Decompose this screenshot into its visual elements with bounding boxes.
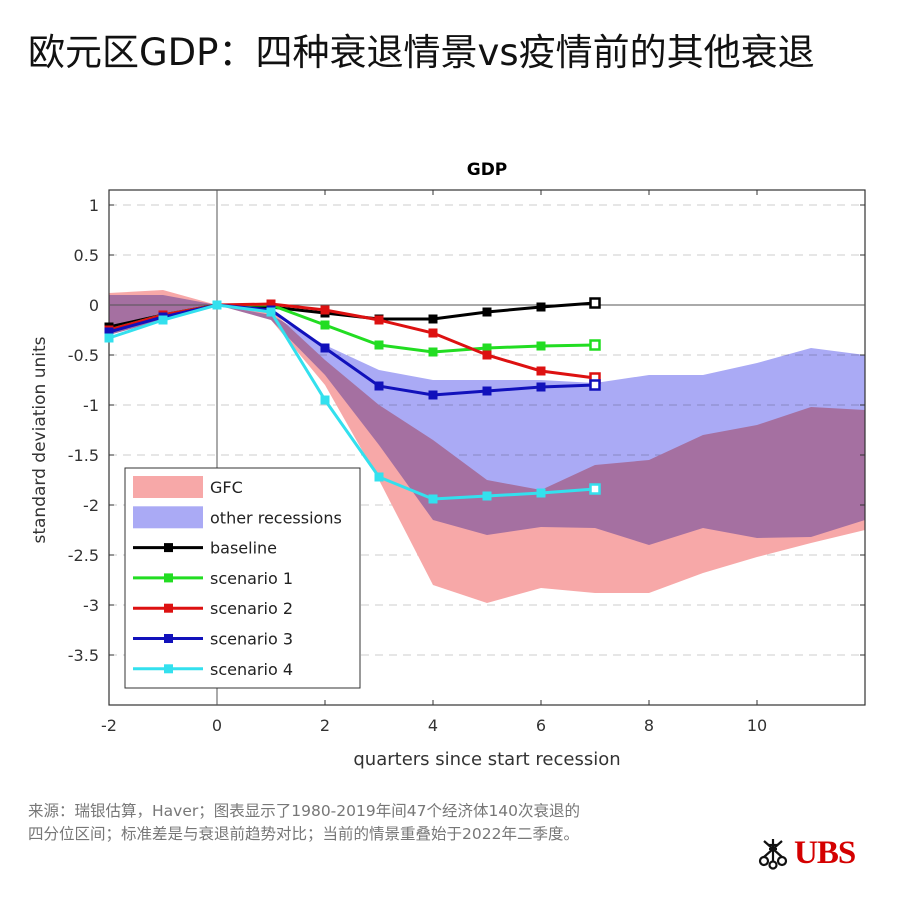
legend-label: scenario 3 [210,630,293,649]
ubs-wordmark: UBS [794,835,856,871]
data-point-scenario-1 [374,340,384,350]
data-point-scenario-4 [482,491,492,501]
y-tick-label: -1 [83,396,99,415]
data-point-scenario-2 [266,299,276,309]
series-line-scenario-4 [108,303,596,501]
data-point-scenario-3 [104,327,114,337]
data-point-scenario-1 [482,343,492,353]
legend-label: scenario 2 [210,599,293,618]
data-point-scenario-2 [320,305,330,315]
data-point-scenario-2 [428,328,438,338]
legend-marker [164,543,173,553]
data-point-scenario-4 [589,483,601,495]
legend-marker [164,634,173,643]
data-point-baseline [428,314,438,324]
y-tick-label: -2.5 [68,546,99,565]
legend-marker [164,573,173,583]
y-tick-label: -2 [83,496,99,515]
band-other-recessions [109,295,865,545]
legend-swatch [133,476,203,498]
x-tick-label: 4 [428,716,438,735]
y-tick-label: 1 [89,196,99,215]
legend-label: GFC [210,478,243,497]
data-point-scenario-2 [482,350,492,360]
legend-label: other recessions [210,508,342,527]
chart-title: GDP [467,160,508,180]
data-point-baseline [482,307,492,317]
data-point-scenario-4 [374,472,384,482]
data-point-scenario-4 [266,307,276,317]
data-point-scenario-1 [428,347,438,357]
y-axis-label: standard deviation units [30,336,50,543]
y-tick-label: 0.5 [74,246,99,265]
data-point-baseline [589,297,601,309]
data-point-scenario-3 [428,390,438,400]
data-point-scenario-3 [536,382,546,392]
ubs-logo: UBS [756,835,856,872]
data-point-scenario-1 [536,341,546,351]
data-point-scenario-3 [589,379,601,391]
legend-marker [164,603,173,613]
legend-label: scenario 4 [210,660,293,679]
plot-frame [108,189,866,706]
y-tick-label: -1.5 [68,446,99,465]
data-point-scenario-3 [374,381,384,391]
data-point-scenario-3 [320,343,330,353]
data-point-scenario-4 [536,488,546,498]
legend-marker [164,664,173,674]
y-tick-label: -3 [83,596,99,615]
x-tick-label: 8 [644,716,654,735]
y-tick-label: -3.5 [68,646,99,665]
data-point-scenario-4 [212,300,222,310]
data-point-scenario-4 [320,395,330,405]
y-tick-label: 0 [89,296,99,315]
data-point-scenario-4 [158,315,168,325]
data-point-scenario-1 [320,320,330,330]
x-tick-label: -2 [101,716,117,735]
x-tick-label: 6 [536,716,546,735]
keys-icon [758,838,788,870]
data-point-scenario-4 [428,494,438,504]
data-point-scenario-3 [482,386,492,396]
x-tick-label: 0 [212,716,222,735]
legend-swatch [133,506,203,529]
data-point-scenario-2 [536,366,546,376]
source-note: 来源：瑞银估算，Haver；图表显示了1980-2019年间47个经济体140次… [28,802,581,843]
y-tick-label: -0.5 [68,346,99,365]
x-tick-label: 10 [747,716,767,735]
x-axis-label: quarters since start recession [353,749,620,770]
legend-label: baseline [210,539,277,558]
data-point-scenario-4 [104,333,114,343]
x-tick-label: 2 [320,716,330,735]
gdp-chart: GDP 1 0.5 0 -0.5 -1 -1.5 -2 -2.5 -3 -3.5 -2 0 2 4 6 8 10… [30,160,866,770]
page-title: 欧元区GDP：四种衰退情景vs疫情前的其他衰退 [28,31,815,74]
data-point-scenario-1 [589,339,601,351]
legend-label: scenario 1 [210,569,293,588]
data-point-scenario-2 [374,315,384,325]
data-point-baseline [536,302,546,312]
